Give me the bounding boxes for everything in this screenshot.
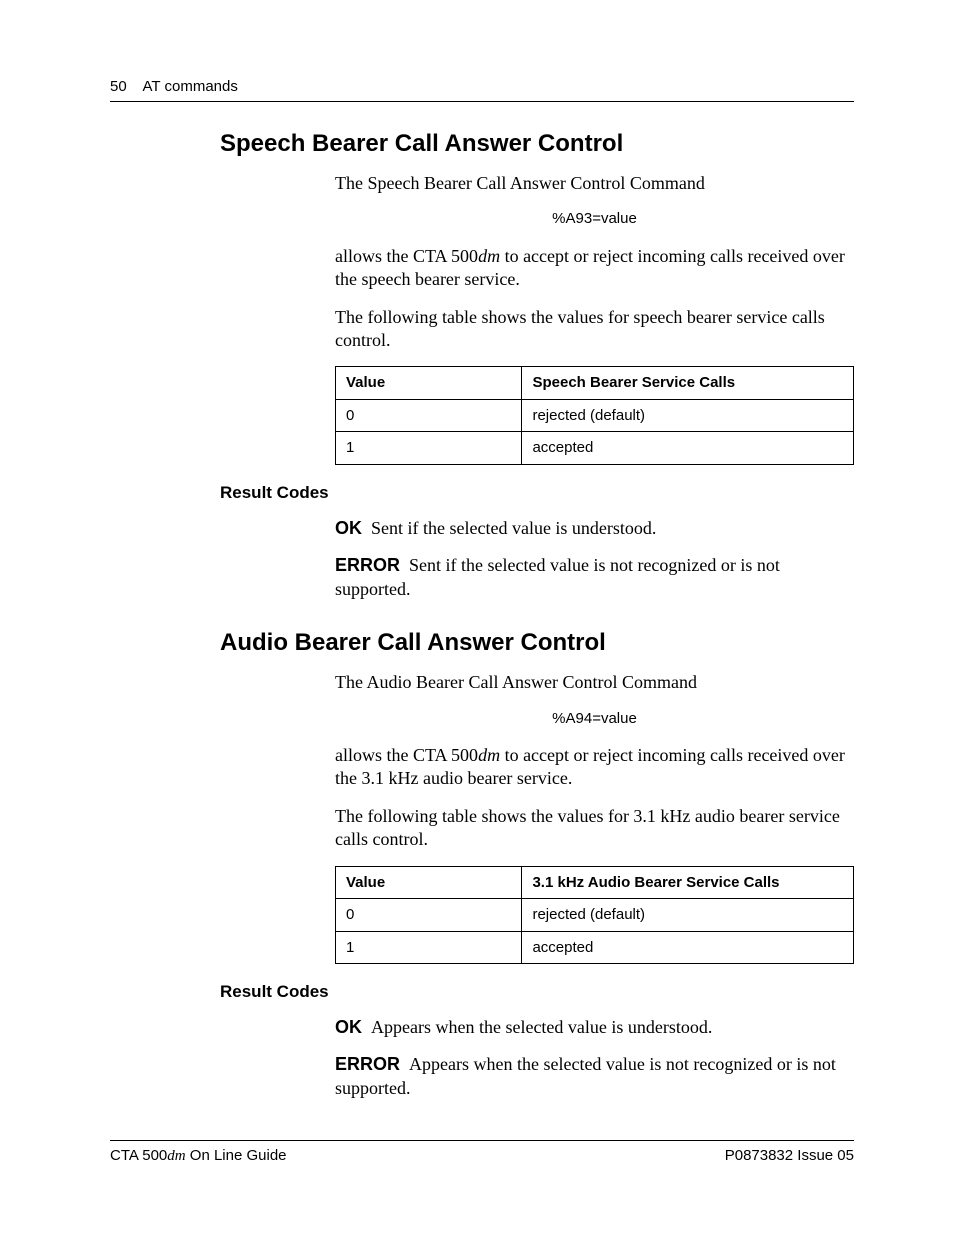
table-header-row: Value Speech Bearer Service Calls <box>336 367 854 400</box>
cell-value: 1 <box>336 931 522 964</box>
allows-dm: dm <box>478 745 500 765</box>
table-header-row: Value 3.1 kHz Audio Bearer Service Calls <box>336 866 854 899</box>
section1-table-intro: The following table shows the values for… <box>335 306 854 353</box>
footer-left-dm: dm <box>167 1148 185 1164</box>
table-header-value: Value <box>336 367 522 400</box>
cell-desc: accepted <box>522 931 854 964</box>
ok-text: Appears when the selected value is under… <box>371 1017 712 1037</box>
section1-command: %A93=value <box>335 209 854 229</box>
section2-intro: The Audio Bearer Call Answer Control Com… <box>335 671 854 694</box>
section2-table-intro: The following table shows the values for… <box>335 805 854 852</box>
ok-label: OK <box>335 1017 362 1037</box>
section1-body: The Speech Bearer Call Answer Control Co… <box>335 172 854 465</box>
section2-body: The Audio Bearer Call Answer Control Com… <box>335 671 854 964</box>
cell-desc: rejected (default) <box>522 899 854 932</box>
result-error: ERROR Appears when the selected value is… <box>335 1053 854 1100</box>
result-error: ERROR Sent if the selected value is not … <box>335 554 854 601</box>
table-row: 1 accepted <box>336 432 854 465</box>
error-label: ERROR <box>335 1054 400 1074</box>
page-footer: CTA 500dm On Line Guide P0873832 Issue 0… <box>110 1140 854 1165</box>
page-number: 50 <box>110 78 127 95</box>
section1-allows: allows the CTA 500dm to accept or reject… <box>335 245 854 292</box>
footer-left: CTA 500dm On Line Guide <box>110 1147 287 1165</box>
footer-left-post: On Line Guide <box>186 1147 287 1164</box>
section1-table: Value Speech Bearer Service Calls 0 reje… <box>335 366 854 465</box>
cell-value: 1 <box>336 432 522 465</box>
chapter-title: AT commands <box>143 78 238 95</box>
section2-command: %A94=value <box>335 709 854 729</box>
footer-right: P0873832 Issue 05 <box>725 1147 854 1165</box>
section2-allows: allows the CTA 500dm to accept or reject… <box>335 744 854 791</box>
allows-pre: allows the CTA 500 <box>335 745 478 765</box>
result-codes-heading-1: Result Codes <box>220 483 854 503</box>
ok-label: OK <box>335 518 362 538</box>
table-row: 0 rejected (default) <box>336 899 854 932</box>
allows-pre: allows the CTA 500 <box>335 246 478 266</box>
result-ok: OK Sent if the selected value is underst… <box>335 517 854 540</box>
cell-value: 0 <box>336 899 522 932</box>
table-header-value: Value <box>336 866 522 899</box>
result-ok: OK Appears when the selected value is un… <box>335 1016 854 1039</box>
cell-desc: accepted <box>522 432 854 465</box>
footer-left-pre: CTA 500 <box>110 1147 167 1164</box>
ok-text: Sent if the selected value is understood… <box>371 518 656 538</box>
table-row: 0 rejected (default) <box>336 399 854 432</box>
error-label: ERROR <box>335 555 400 575</box>
page-header: 50 AT commands <box>110 78 854 102</box>
table-header-desc: 3.1 kHz Audio Bearer Service Calls <box>522 866 854 899</box>
cell-value: 0 <box>336 399 522 432</box>
result-codes-heading-2: Result Codes <box>220 982 854 1002</box>
allows-dm: dm <box>478 246 500 266</box>
table-header-desc: Speech Bearer Service Calls <box>522 367 854 400</box>
section2-results: OK Appears when the selected value is un… <box>335 1016 854 1100</box>
error-text: Appears when the selected value is not r… <box>335 1054 836 1097</box>
section2-table: Value 3.1 kHz Audio Bearer Service Calls… <box>335 866 854 965</box>
table-row: 1 accepted <box>336 931 854 964</box>
section1-intro: The Speech Bearer Call Answer Control Co… <box>335 172 854 195</box>
section-heading-speech: Speech Bearer Call Answer Control <box>220 130 854 158</box>
error-text: Sent if the selected value is not recogn… <box>335 555 780 598</box>
cell-desc: rejected (default) <box>522 399 854 432</box>
section1-results: OK Sent if the selected value is underst… <box>335 517 854 601</box>
section-heading-audio: Audio Bearer Call Answer Control <box>220 629 854 657</box>
